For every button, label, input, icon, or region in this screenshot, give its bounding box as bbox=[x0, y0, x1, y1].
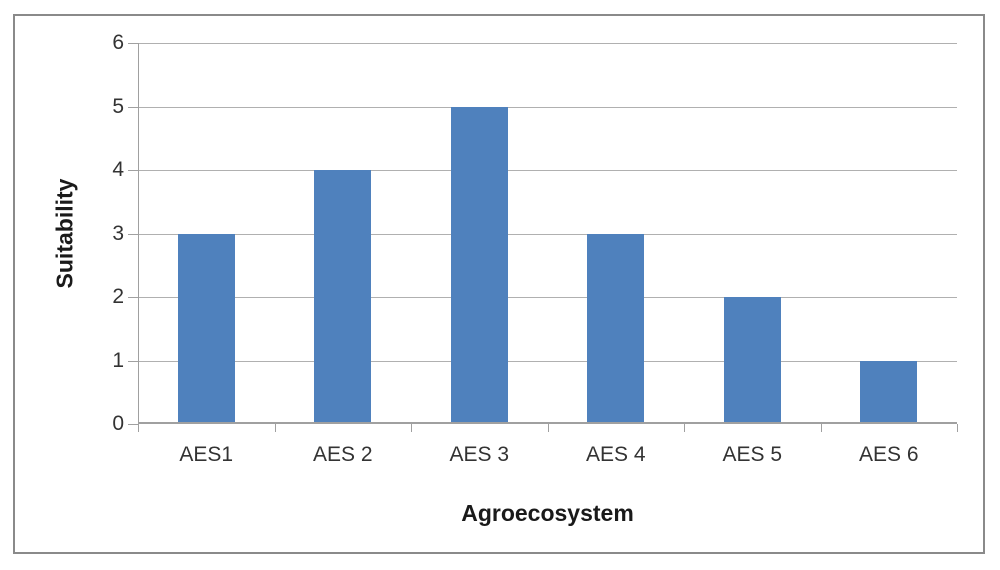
y-tick-mark-6 bbox=[128, 43, 138, 44]
gridline-y-5 bbox=[138, 106, 957, 108]
y-tick-mark-5 bbox=[128, 106, 138, 108]
gridline-y-6 bbox=[138, 43, 957, 44]
x-axis-line bbox=[138, 422, 957, 424]
x-tick-label-aes-2: AES 2 bbox=[312, 443, 373, 466]
gridline-y-1 bbox=[138, 360, 957, 362]
gridline-y-3 bbox=[138, 233, 957, 235]
y-axis-title: Suitability bbox=[51, 178, 78, 289]
x-tick-label-aes-4: AES 4 bbox=[585, 443, 646, 466]
y-tick-label-4: 4 bbox=[112, 158, 124, 181]
x-tick-mark-1 bbox=[274, 424, 276, 432]
x-tick-label-aes1: AES1 bbox=[179, 443, 234, 466]
x-tick-mark-6 bbox=[957, 424, 958, 432]
x-tick-label-aes-6: AES 6 bbox=[858, 443, 919, 466]
y-tick-mark-3 bbox=[128, 233, 138, 235]
x-tick-mark-3 bbox=[547, 424, 549, 432]
y-tick-label-3: 3 bbox=[112, 221, 124, 245]
y-tick-mark-0 bbox=[128, 424, 138, 425]
x-tick-label-aes-5: AES 5 bbox=[722, 443, 783, 466]
bar-aes-6 bbox=[860, 360, 918, 424]
x-tick-mark-2 bbox=[411, 424, 412, 432]
gridline-y-4 bbox=[138, 170, 957, 171]
y-tick-label-6: 6 bbox=[112, 31, 124, 54]
y-tick-label-0: 0 bbox=[112, 412, 124, 435]
bar-aes-5 bbox=[723, 297, 781, 424]
y-tick-mark-4 bbox=[128, 170, 138, 171]
x-axis-title: Agroecosystem bbox=[461, 500, 634, 526]
x-tick-mark-0 bbox=[138, 424, 139, 432]
y-axis-title-container: Suitability bbox=[52, 43, 78, 424]
y-tick-mark-1 bbox=[128, 360, 138, 362]
bar-aes-3 bbox=[450, 106, 508, 424]
x-tick-mark-4 bbox=[684, 424, 685, 432]
y-tick-label-5: 5 bbox=[112, 94, 124, 118]
bar-aes1 bbox=[177, 233, 235, 424]
y-tick-label-1: 1 bbox=[112, 348, 124, 372]
y-tick-mark-2 bbox=[128, 297, 138, 298]
bar-aes-2 bbox=[314, 170, 372, 424]
x-tick-label-aes-3: AES 3 bbox=[449, 443, 510, 466]
gridline-y-2 bbox=[138, 297, 957, 298]
bar-aes-4 bbox=[587, 233, 645, 424]
plot-area bbox=[128, 43, 958, 432]
y-axis-line bbox=[138, 43, 139, 424]
y-tick-label-2: 2 bbox=[112, 285, 124, 308]
x-tick-mark-5 bbox=[820, 424, 822, 432]
